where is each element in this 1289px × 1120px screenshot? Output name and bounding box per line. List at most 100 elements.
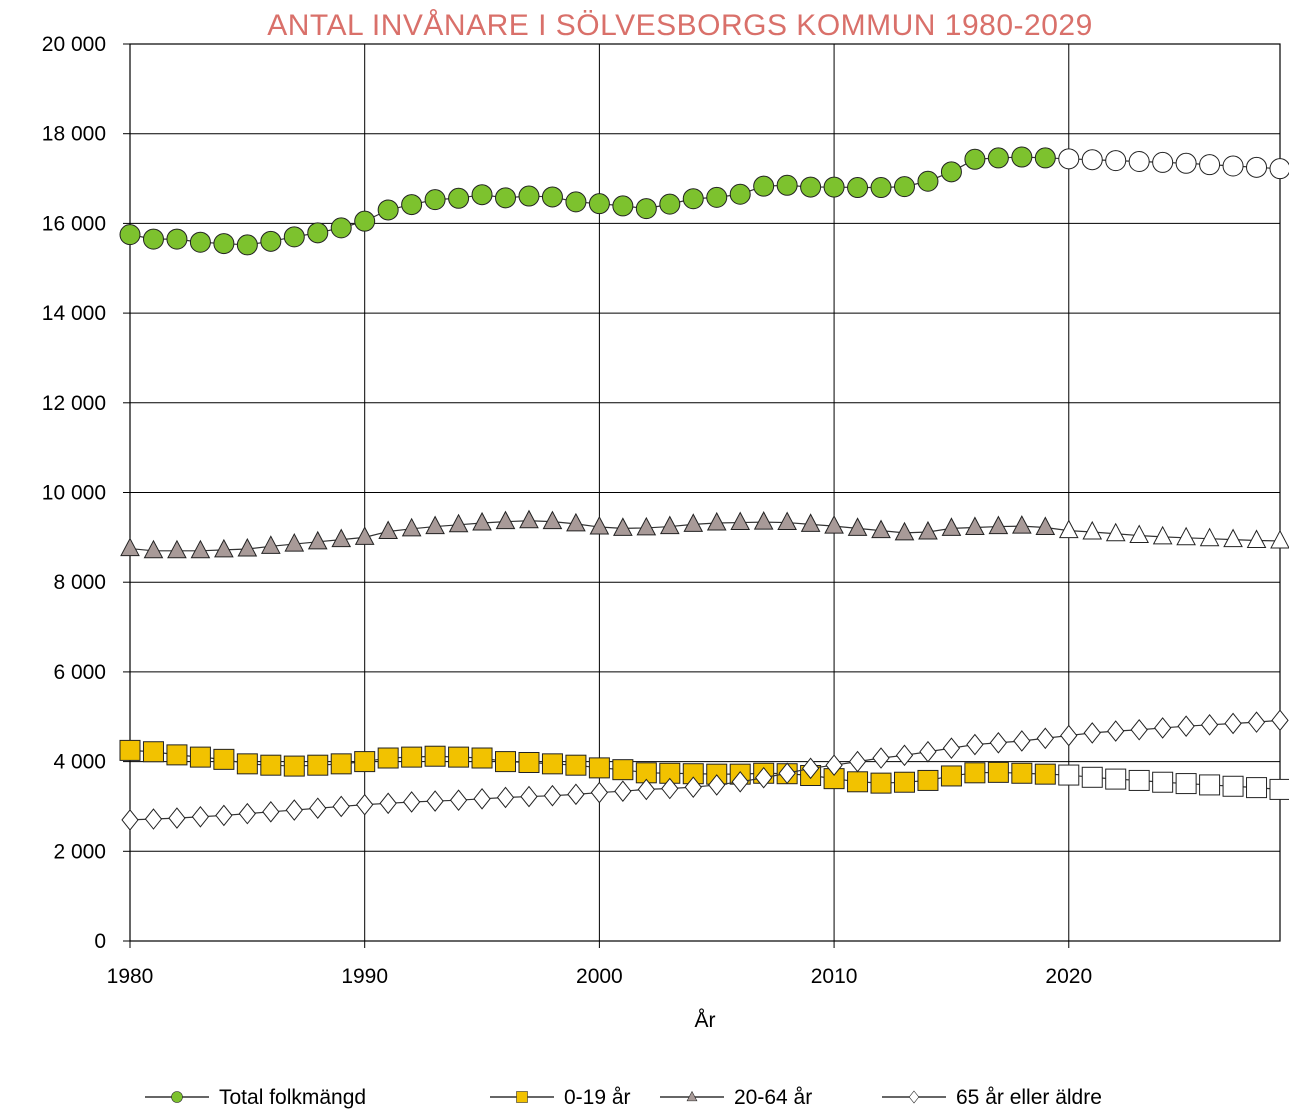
data-point-age-0-19 [518,751,540,773]
data-point-age-65-plus [1036,727,1054,750]
data-point-age-65-plus [1200,714,1219,736]
data-point-age-20-64 [237,537,258,557]
data-point-age-20-64 [1105,522,1126,542]
data-point-age-0-19 [1034,763,1056,785]
y-tick-label: 6 000 [53,661,106,684]
series-total [119,146,1289,256]
data-point-age-0-19 [1011,762,1033,784]
data-point-age-0-19 [893,771,915,793]
data-point-age-65-plus [1177,715,1195,737]
data-point-age-20-64 [636,516,657,536]
data-point-age-65-plus [356,793,374,816]
legend-marker-age-20-64 [686,1090,698,1102]
data-point-age-20-64 [307,530,328,550]
data-point-age-65-plus [473,788,491,810]
data-point-age-65-plus [989,731,1008,754]
data-point-age-65-plus [895,744,914,767]
data-point-age-65-plus [144,808,163,830]
data-point-age-0-19 [588,757,610,779]
data-point-age-0-19 [612,759,634,781]
data-point-age-65-plus [637,778,655,801]
data-point-age-65-plus [215,804,233,827]
data-point-total [471,184,493,206]
data-point-age-0-19 [236,753,258,775]
legend-label-age-20-64: 20-64 år [734,1086,812,1109]
data-point-age-0-19 [260,754,282,776]
data-point-age-0-19 [1222,775,1244,797]
y-tick-label: 4 000 [53,751,106,774]
data-point-age-0-19 [964,762,986,784]
data-point-age-0-19 [471,747,493,769]
data-point-age-20-64 [753,511,774,530]
data-point-age-20-64 [1223,528,1243,548]
chart-title: ANTAL INVÅNARE I SÖLVESBORGS KOMMUN 1980… [267,9,1093,42]
data-point-total [1058,148,1080,170]
data-point-age-65-plus [872,747,890,769]
data-point-age-0-19 [189,746,211,768]
data-point-total [1175,152,1197,174]
chart-series [119,146,1289,831]
data-point-total [236,234,258,256]
data-point-age-0-19 [1152,771,1174,793]
data-point-age-65-plus [1154,717,1172,739]
data-point-total [893,176,915,198]
data-point-age-20-64 [1129,524,1150,544]
data-point-age-65-plus [1271,709,1289,732]
data-point-age-65-plus [520,785,538,808]
data-point-total [166,228,188,250]
legend-marker-age-65-plus [908,1090,920,1104]
data-point-age-65-plus [778,762,796,785]
data-point-age-20-64 [1199,527,1220,547]
x-tick-label: 2020 [1045,965,1092,988]
data-point-age-65-plus [1013,730,1031,752]
data-point-age-20-64 [260,535,281,554]
data-point-age-20-64 [284,533,305,552]
data-point-age-65-plus [285,799,303,821]
data-point-age-65-plus [332,795,350,818]
data-point-total [753,175,775,197]
data-point-age-20-64 [988,515,1009,535]
data-point-age-20-64 [589,515,610,535]
y-tick-label: 16 000 [42,212,106,235]
data-point-total [518,185,540,207]
data-point-age-20-64 [1176,526,1196,546]
data-point-age-65-plus [661,777,679,800]
y-axis-ticks: 0 2 000 4 000 6 000 8 000 10 000 12 000 14 000 1… [42,33,130,953]
data-point-total [706,186,728,208]
data-point-age-0-19 [213,748,235,770]
legend-marker-age-0-19 [516,1091,528,1103]
x-tick-label: 2000 [576,965,623,988]
data-point-total [1011,146,1033,168]
data-point-age-0-19 [283,755,305,777]
data-point-total [377,199,399,221]
data-point-age-20-64 [378,520,398,540]
data-point-age-20-64 [448,513,469,533]
data-point-age-20-64 [894,521,915,541]
data-point-age-0-19 [1058,764,1080,786]
data-point-age-65-plus [191,805,210,828]
legend-label-age-0-19: 0-19 år [564,1086,631,1109]
plot-area-frame [129,43,1281,942]
data-point-total [401,194,423,216]
data-point-total [565,191,587,213]
data-point-age-0-19 [847,771,869,793]
data-point-age-20-64 [472,511,492,531]
data-point-total [1222,155,1244,177]
data-point-age-65-plus [755,766,773,789]
data-point-total [1199,154,1221,176]
data-point-age-65-plus [801,757,820,780]
data-point-age-20-64 [519,509,539,529]
data-point-age-20-64 [143,539,164,559]
data-point-age-20-64 [1270,529,1289,549]
series-age-0-19 [119,739,1289,800]
data-point-age-65-plus [1060,724,1078,747]
x-axis-label: År [695,1009,716,1032]
data-point-age-65-plus [496,786,515,809]
chart-legend: Total folkmängd 0-19 år 20-64 år 65 år elle… [145,1086,1102,1109]
data-point-age-65-plus [379,792,397,815]
data-point-age-20-64 [120,537,140,557]
data-point-age-20-64 [706,511,727,531]
data-point-age-20-64 [495,510,516,530]
